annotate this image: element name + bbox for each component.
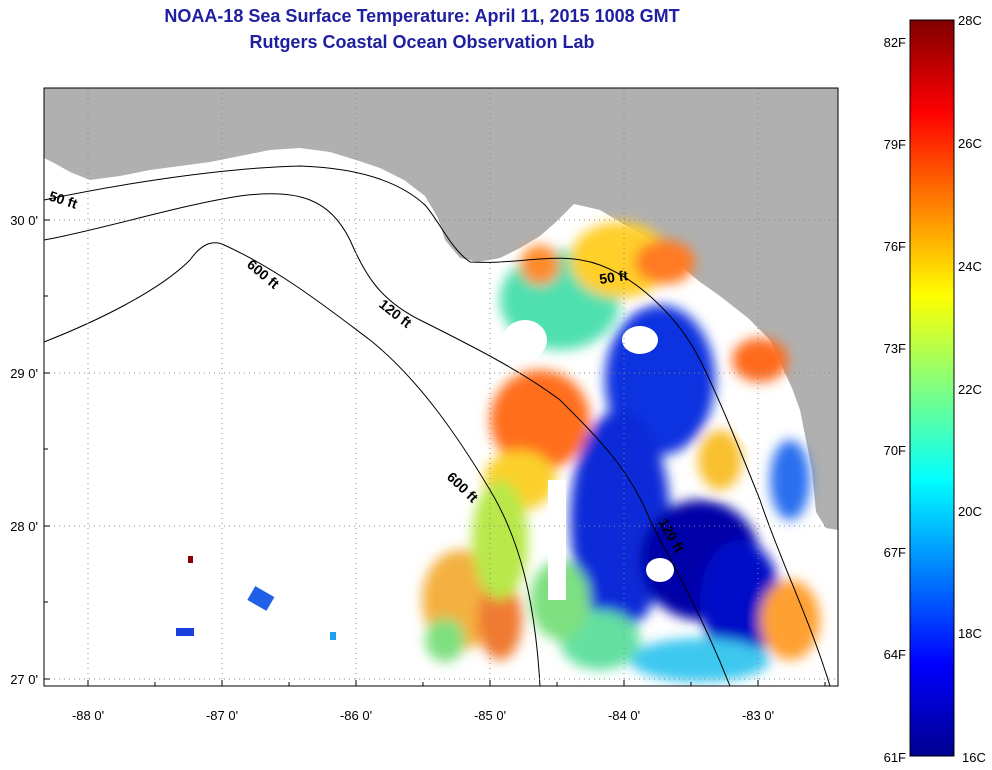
x-tick-label: -84 0' — [608, 708, 640, 723]
contour-120ft — [44, 193, 731, 686]
label-50ft-east: 50 ft — [598, 267, 629, 287]
celsius-label: 26C — [958, 136, 982, 151]
celsius-label: 22C — [958, 382, 982, 397]
fahrenheit-label: 76F — [884, 239, 906, 254]
colorbar — [909, 19, 955, 757]
fahrenheit-label: 61F — [884, 750, 906, 765]
sst-field — [422, 222, 820, 682]
fahrenheit-label: 82F — [884, 35, 906, 50]
map-title: NOAA-18 Sea Surface Temperature: April 1… — [164, 6, 680, 26]
celsius-label: 18C — [958, 626, 982, 641]
x-tick-label: -87 0' — [206, 708, 238, 723]
x-tick-label: -83 0' — [742, 708, 774, 723]
celsius-label: 28C — [958, 13, 982, 28]
map-frame — [43, 87, 839, 687]
y-tick-label: 27 0' — [10, 672, 38, 687]
land-florida — [44, 88, 838, 530]
y-tick-label: 30 0' — [10, 213, 38, 228]
fahrenheit-label: 67F — [884, 545, 906, 560]
contour-50ft — [44, 165, 831, 686]
x-tick-label: -86 0' — [340, 708, 372, 723]
fahrenheit-label: 73F — [884, 341, 906, 356]
x-tick-label: -88 0' — [72, 708, 104, 723]
colorbar-fahrenheit-labels: 82F 79F 76F 73F 70F 67F 64F 61F — [884, 35, 906, 765]
celsius-label: 24C — [958, 259, 982, 274]
colorbar-celsius-labels: 28C 26C 24C 22C 20C 18C 16C — [958, 13, 986, 765]
contour-600ft — [44, 242, 541, 686]
fahrenheit-label: 79F — [884, 137, 906, 152]
y-tick-label: 28 0' — [10, 519, 38, 534]
fahrenheit-label: 64F — [884, 647, 906, 662]
celsius-label: 16C — [962, 750, 986, 765]
map-subtitle: Rutgers Coastal Ocean Observation Lab — [249, 32, 595, 52]
y-tick-label: 29 0' — [10, 366, 38, 381]
fahrenheit-label: 70F — [884, 443, 906, 458]
celsius-label: 20C — [958, 504, 982, 519]
x-tick-label: -85 0' — [474, 708, 506, 723]
